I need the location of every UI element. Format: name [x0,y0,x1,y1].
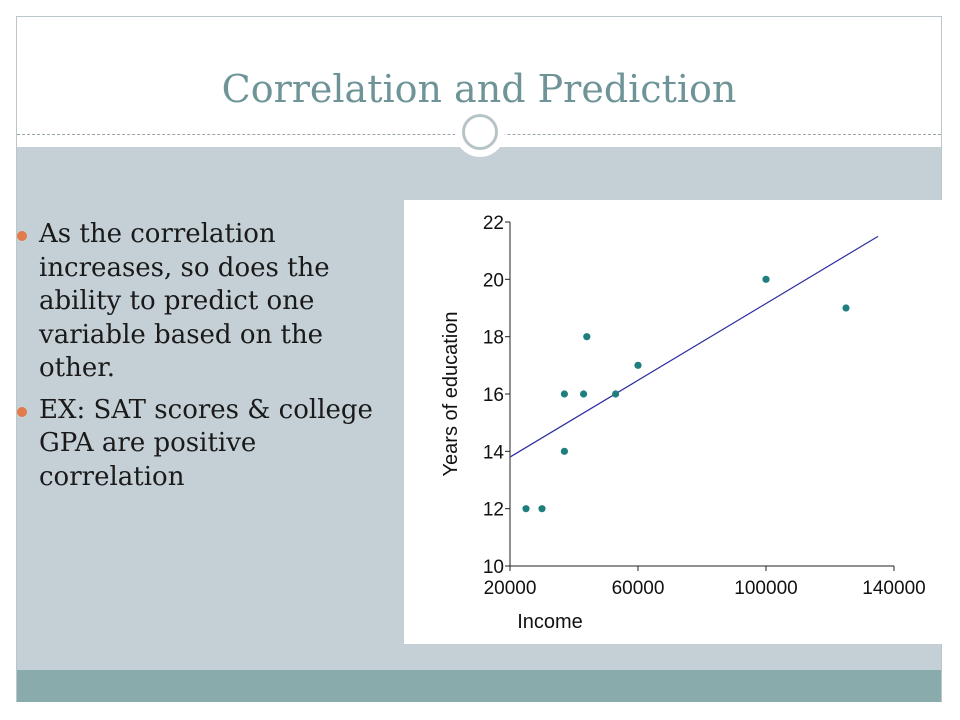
trend-line [509,235,879,458]
data-point [538,505,546,513]
data-point [583,333,591,341]
bullet-list: As the correlation increases, so does th… [17,218,387,502]
data-point [560,447,568,455]
y-tick-label: 14 [483,442,505,463]
data-point [522,505,530,513]
y-tick-label: 10 [483,557,504,578]
bullet-text: As the correlation increases, so does th… [39,219,330,384]
bullet-dot-icon [17,406,27,417]
data-point [612,390,620,398]
footer-band [17,670,941,702]
data-point [634,361,642,369]
x-axis-label: Income [517,611,583,633]
data-point [580,390,588,398]
bullet-item: As the correlation increases, so does th… [17,218,387,386]
x-tick-label: 140000 [862,578,925,599]
x-tick-label: 20000 [484,578,537,599]
y-tick-label: 18 [483,328,504,349]
bullet-text: EX: SAT scores & college GPA are positiv… [39,394,373,492]
data-point [762,275,770,283]
data-point [842,304,850,312]
y-tick-label: 12 [483,500,504,521]
x-tick-label: 100000 [734,578,797,599]
data-point [560,390,568,398]
marks-layer [509,235,879,513]
y-tick-label: 22 [483,213,504,234]
x-tick-label: 60000 [612,578,665,599]
slide-title: Correlation and Prediction [221,67,737,111]
axes-layer: 10 12 14 16 18 20 22 20000 60000 100000 140000 [483,213,926,599]
y-tick-label: 16 [483,385,504,406]
bullet-item: EX: SAT scores & college GPA are positiv… [17,394,387,495]
bullet-dot-icon [17,231,27,241]
chart-panel: 10 12 14 16 18 20 22 20000 60000 100000 140000 Inc… [404,200,960,644]
scatter-chart: 10 12 14 16 18 20 22 20000 60000 100000 140000 Inc… [440,213,926,633]
y-axis-label: Years of education [440,312,462,477]
y-tick-label: 20 [483,270,504,291]
circle-ornament-icon [455,107,505,157]
